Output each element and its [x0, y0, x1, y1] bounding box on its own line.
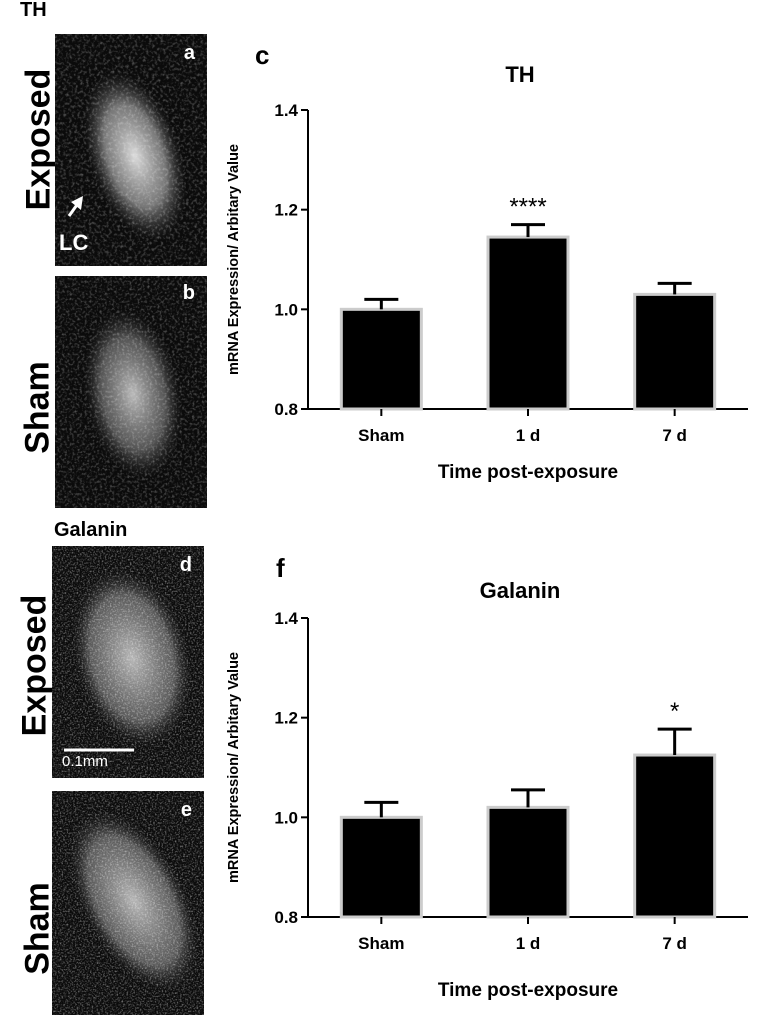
- chart-title: TH: [505, 62, 534, 87]
- x-axis-label: Time post-exposure: [438, 980, 618, 1001]
- x-tick-label: 1 d: [516, 934, 541, 953]
- micrograph-galanin-sham: e: [52, 791, 204, 1015]
- scale-bar-label: 0.1mm: [62, 753, 108, 770]
- y-tick-label: 1.2: [274, 709, 298, 728]
- th-sham-signal: [55, 276, 207, 508]
- micrograph-th-exposed: a LC: [55, 34, 207, 266]
- bar-1d: [486, 805, 570, 919]
- bar-sham: [339, 815, 423, 919]
- x-tick-label: 1 d: [516, 426, 541, 445]
- bar-sham: [339, 307, 423, 411]
- y-axis-label: mRNA Expression/ Arbitary Value: [226, 144, 242, 375]
- th-exposed-signal: [55, 34, 207, 266]
- panel-letter-f: f: [276, 553, 285, 583]
- bar-7d: [633, 753, 717, 919]
- panel-letter-b: b: [182, 282, 195, 304]
- lc-label: LC: [59, 230, 89, 255]
- significance-marker: ****: [509, 194, 546, 221]
- chart-title: Galanin: [480, 578, 561, 603]
- bar-1d: [486, 235, 570, 411]
- panel-letter-d: d: [179, 554, 192, 576]
- y-tick-label: 0.8: [274, 908, 298, 927]
- lc-arrow-icon: [67, 196, 83, 217]
- chart-th: TH 0.8 1.0 1.2 1.4 mRNA Expression/ Arbitary …: [226, 62, 748, 483]
- x-tick-label: Sham: [358, 426, 404, 445]
- panel-letter-e: e: [180, 799, 192, 821]
- x-tick-label: 7 d: [662, 426, 687, 445]
- y-tick-label: 1.4: [274, 609, 298, 628]
- y-tick-label: 0.8: [274, 400, 298, 419]
- th-section-title: TH: [20, 0, 47, 21]
- side-label-sham-th: Sham: [18, 361, 57, 454]
- galanin-section-title: Galanin: [54, 519, 128, 541]
- y-tick-label: 1.0: [274, 300, 298, 319]
- x-axis-label: Time post-exposure: [438, 462, 618, 483]
- significance-marker: *: [670, 698, 679, 725]
- chart-galanin: Galanin 0.8 1.0 1.2 1.4 mRNA Expression/ Arbi…: [226, 578, 748, 1001]
- y-axis-label: mRNA Expression/ Arbitary Value: [226, 652, 242, 883]
- bar-7d: [633, 292, 717, 411]
- micrograph-th-sham: b: [55, 276, 207, 508]
- galanin-sham-signal: [52, 791, 204, 1015]
- y-tick-label: 1.4: [274, 101, 298, 120]
- galanin-exposed-signal: [52, 546, 204, 778]
- side-label-exposed-galanin: Exposed: [15, 594, 54, 737]
- x-tick-label: 7 d: [662, 934, 687, 953]
- y-tick-label: 1.0: [274, 808, 298, 827]
- y-tick-label: 1.2: [274, 201, 298, 220]
- x-tick-label: Sham: [358, 934, 404, 953]
- side-label-exposed-th: Exposed: [19, 68, 58, 211]
- micrograph-galanin-exposed: d 0.1mm: [52, 546, 204, 778]
- panel-letter-a: a: [183, 42, 195, 64]
- panel-letter-c: c: [255, 40, 270, 70]
